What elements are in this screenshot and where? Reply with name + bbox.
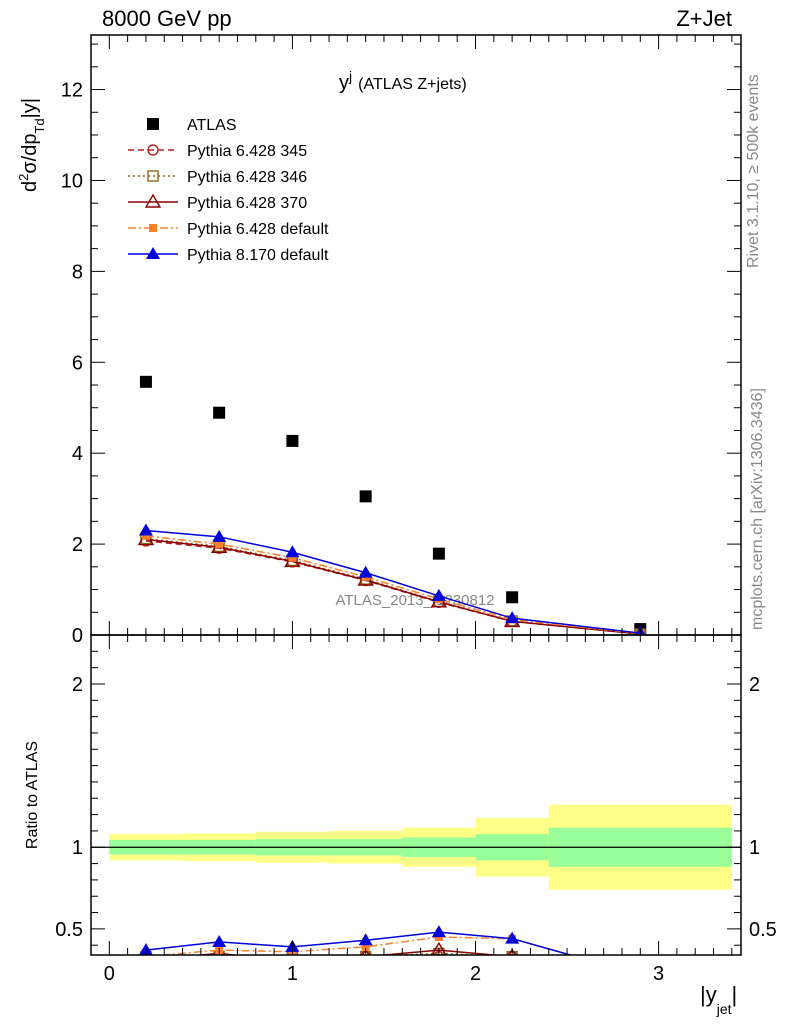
main-data-point (285, 545, 300, 558)
main-data-point (431, 588, 446, 601)
ratio-data-point (636, 971, 644, 979)
legend-label: Pythia 6.428 345 (187, 143, 307, 160)
y-tick-label: 6 (72, 352, 83, 374)
main-series-line (145, 535, 641, 635)
main-y-label: d2σ/dpTd|y| (16, 98, 47, 192)
main-series-5 (138, 523, 646, 635)
main-data-point (286, 434, 299, 447)
legend-marker (149, 224, 157, 232)
main-data-point (141, 531, 150, 540)
y-tick-label: 1 (72, 837, 83, 859)
ratio-frame (90, 634, 742, 956)
ratio-data (138, 925, 647, 991)
y-tick-label: 2 (72, 534, 83, 556)
legend-label: Pythia 6.428 370 (187, 195, 307, 212)
ratio-series-0 (140, 950, 645, 991)
legend-marker (146, 247, 160, 259)
x-tick-label: 0 (104, 963, 115, 985)
main-data-point (358, 565, 373, 578)
legend-label: Pythia 6.428 346 (187, 169, 307, 186)
main-x-axis (108, 35, 733, 635)
legend-label: Pythia 6.428 default (187, 221, 329, 238)
y-tick-label: 0.5 (749, 919, 777, 941)
x-tick-label: 1 (287, 963, 298, 985)
x-tick-label: 2 (470, 963, 481, 985)
main-y-axis: 0 2 4 6 8 10 12 (61, 43, 741, 647)
main-series-4 (141, 531, 645, 635)
legend-marker (147, 144, 159, 156)
main-data-point (138, 523, 153, 536)
y-tick-label: 12 (61, 80, 83, 102)
chart-title: yj (ATLAS Z+jets) (339, 68, 467, 94)
process-label: Z+Jet (676, 6, 732, 31)
x-tick-label: 3 (653, 963, 664, 985)
ratio-data-point (431, 925, 446, 938)
ratio-y-axis: 0.5 0.5 1 1 2 2 (55, 650, 777, 946)
y-tick-label: 2 (749, 674, 760, 696)
main-data-point (139, 375, 152, 388)
main-data-point (506, 591, 519, 604)
ratio-data-point (635, 981, 645, 991)
y-tick-label: 10 (61, 170, 83, 192)
ratio-y-label: Ratio to ATLAS (24, 741, 41, 849)
legend: ATLAS Pythia 6.428 345 Pythia 6.428 346 Pyt… (128, 117, 329, 264)
main-data-point (432, 547, 445, 560)
y-tick-label: 8 (72, 261, 83, 283)
main-data-point (213, 406, 226, 419)
legend-label: Pythia 8.170 default (187, 247, 329, 264)
ratio-data-point (635, 981, 645, 991)
ratio-panel: 0.5 0.5 1 1 2 2 0 1 2 3 Ratio to ATLAS |yjet| (24, 634, 777, 1017)
ratio-x-axis: 0 1 2 3 (104, 635, 733, 985)
ratio-data-point (361, 942, 370, 951)
legend-marker (144, 193, 162, 208)
ratio-data-point (431, 941, 447, 955)
y-tick-label: 2 (72, 674, 83, 696)
y-tick-label: 0 (72, 625, 83, 647)
ratio-data-point (212, 934, 227, 947)
main-series-2 (140, 532, 646, 635)
ratio-data-point (358, 933, 373, 946)
ratio-series-line (146, 957, 640, 986)
y-tick-label: 0.5 (55, 919, 83, 941)
ratio-series-line (385, 952, 493, 955)
main-data (137, 375, 647, 635)
main-data-point (215, 540, 224, 549)
energy-label: 8000 GeV pp (102, 6, 232, 31)
ratio-data-point (633, 968, 647, 980)
legend-label: ATLAS (187, 117, 237, 134)
main-panel: ATLAS_2013_I1230812 yj (ATLAS Z+jets) ATLAS… (16, 34, 742, 647)
y-tick-label: 1 (749, 837, 760, 859)
mcplots-label: mcplots.cern.ch [arXiv:1306.3436] (749, 388, 766, 630)
watermark-label: ATLAS_2013_I1230812 (335, 592, 494, 609)
ratio-data-point (505, 931, 520, 944)
main-data-point (212, 529, 227, 542)
main-data-point (288, 553, 297, 562)
x-axis-label: |yjet| (700, 982, 737, 1017)
ratio-data-point (633, 979, 647, 991)
legend-marker (147, 118, 159, 130)
rivet-version-label: Rivet 3.1.10, ≥ 500k events (745, 74, 762, 268)
y-tick-label: 4 (72, 443, 83, 465)
legend-marker (147, 170, 159, 182)
main-data-point (359, 490, 372, 503)
main-data-point (505, 611, 520, 624)
